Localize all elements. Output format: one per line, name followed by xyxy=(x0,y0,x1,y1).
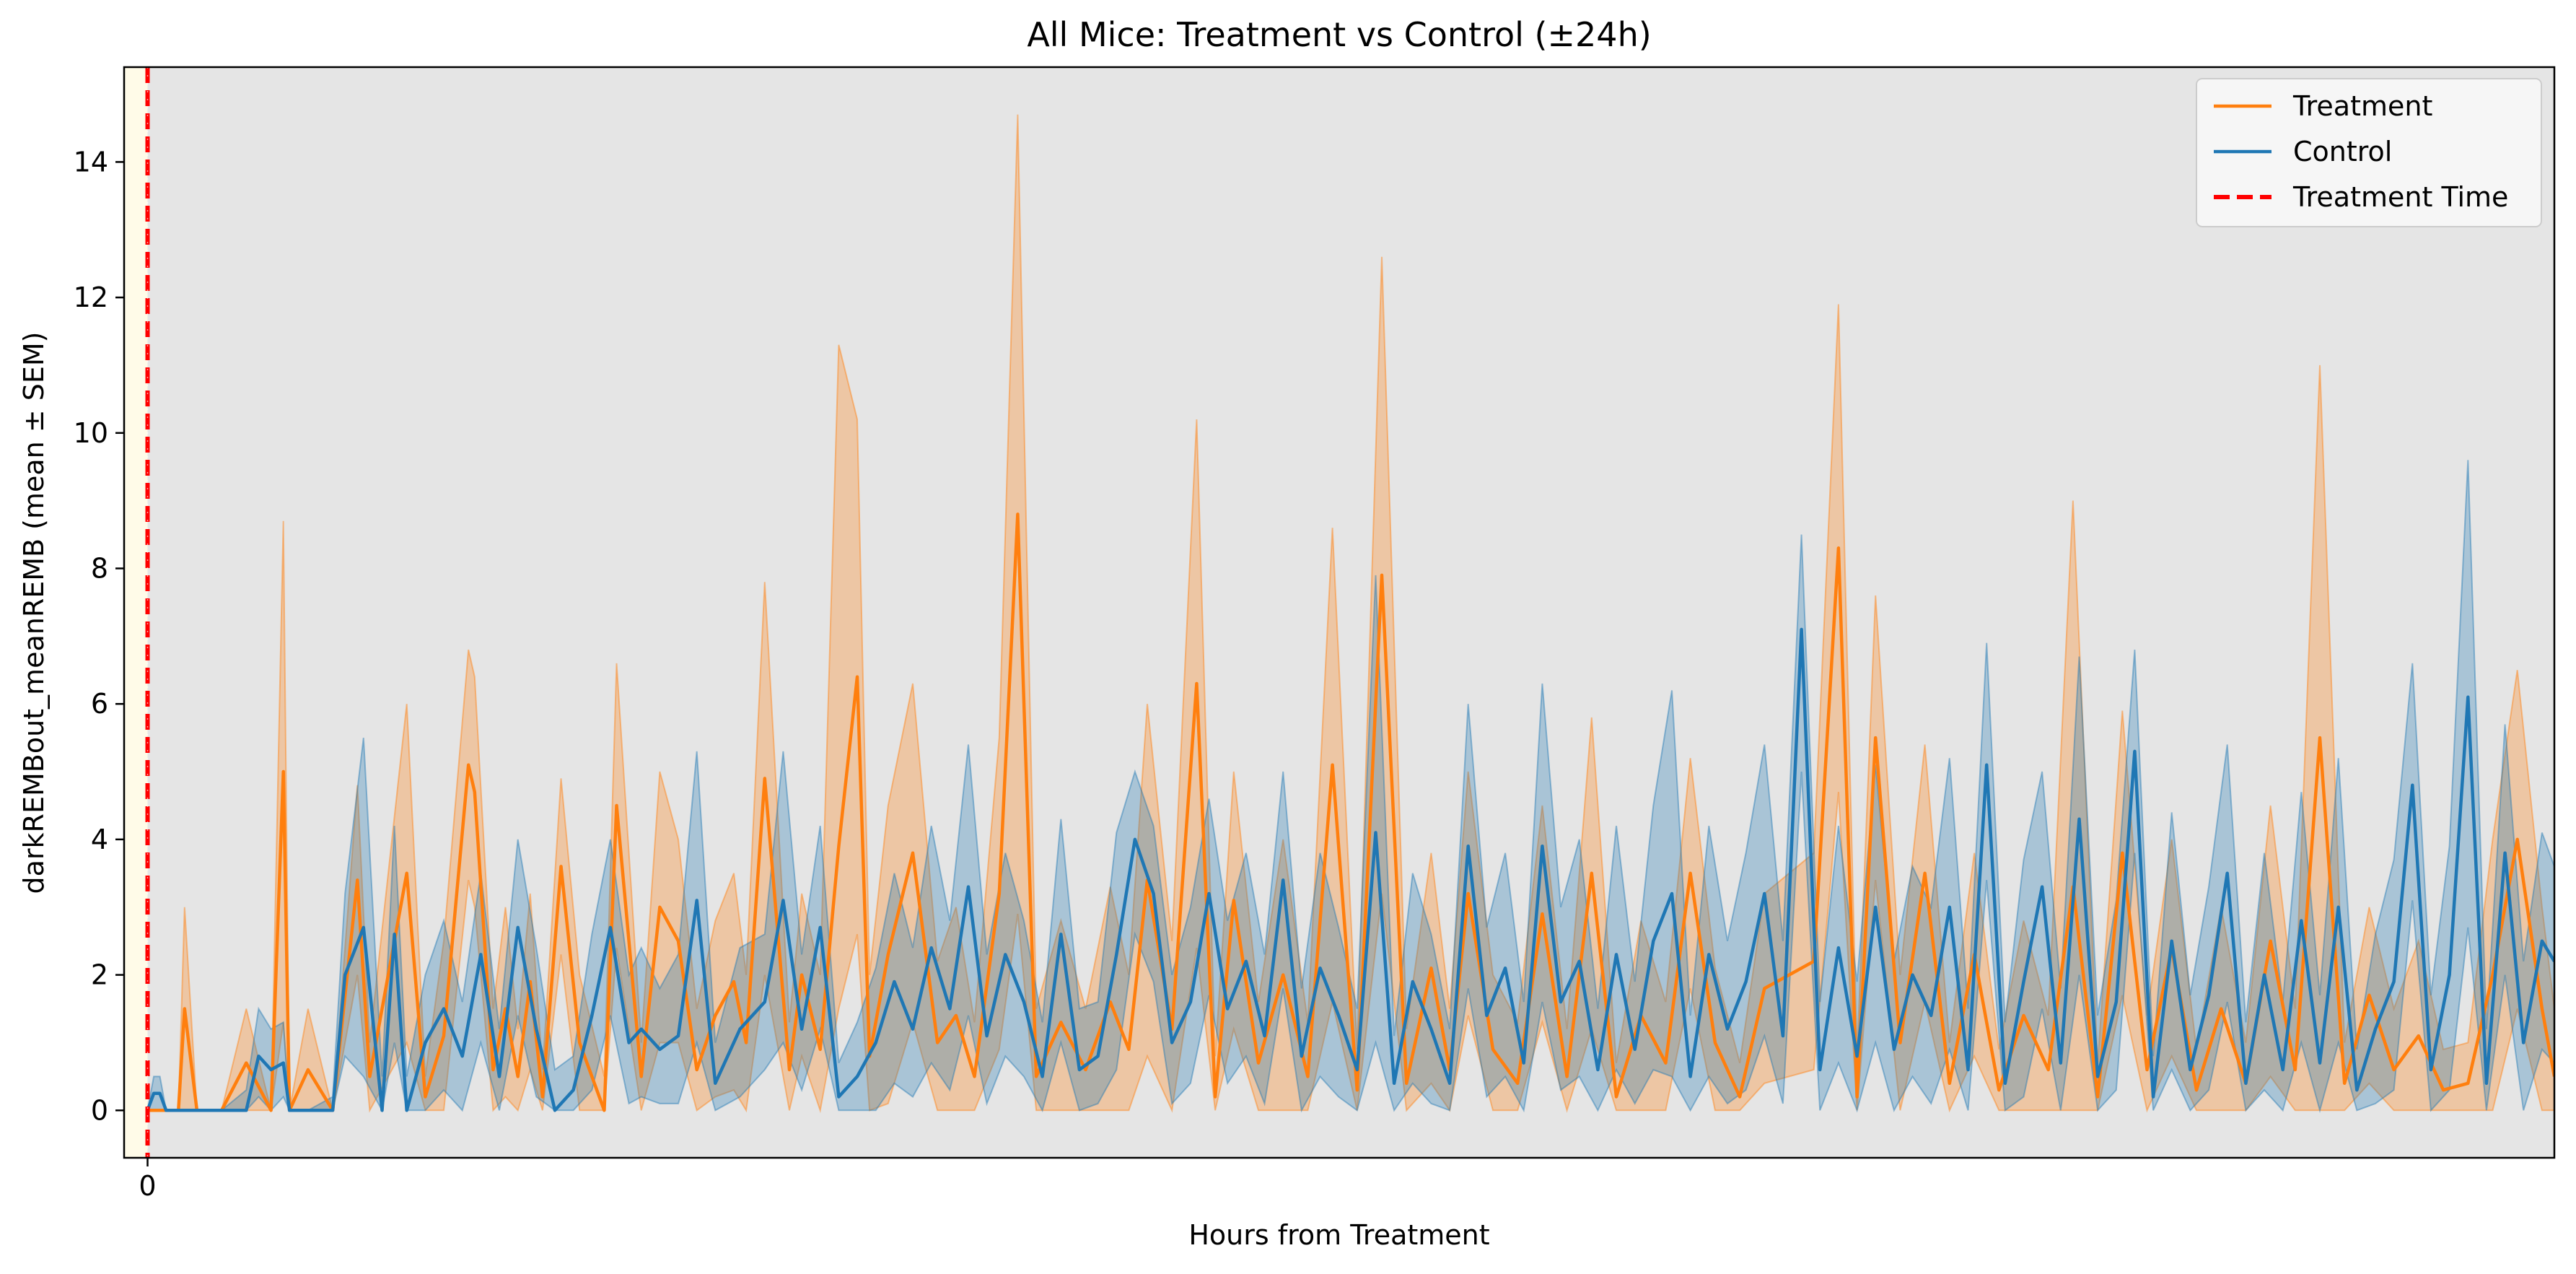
legend-label-treatment: Treatment xyxy=(2292,90,2432,122)
y-tick-label: 8 xyxy=(91,552,108,584)
y-tick-label: 14 xyxy=(74,146,108,178)
y-tick-label: 12 xyxy=(74,282,108,313)
legend-box xyxy=(2196,78,2542,227)
y-tick-label: 6 xyxy=(91,688,108,720)
x-axis-label: Hours from Treatment xyxy=(1188,1219,1489,1251)
y-axis-label: darkREMBout_meanREMB (mean ± SEM) xyxy=(18,332,50,894)
y-tick-label: 10 xyxy=(74,417,108,449)
y-tick-label: 2 xyxy=(91,959,108,991)
control-mean-line xyxy=(146,627,2554,1112)
y-tick-label: 4 xyxy=(91,824,108,855)
plot-frame xyxy=(123,66,2556,1159)
legend-label-control: Control xyxy=(2293,136,2392,167)
treatment-mean-line xyxy=(147,512,2554,1112)
pre-treatment-shade xyxy=(124,67,148,1158)
x-tick-label: 0 xyxy=(139,1170,156,1202)
legend-label-treatment-time: Treatment Time xyxy=(2292,181,2508,213)
legend: Treatment Control Treatment Time xyxy=(2196,78,2542,227)
chart-title: All Mice: Treatment vs Control (±24h) xyxy=(1027,15,1651,54)
y-tick-label: 0 xyxy=(91,1094,108,1126)
plot-background xyxy=(124,67,2554,1158)
